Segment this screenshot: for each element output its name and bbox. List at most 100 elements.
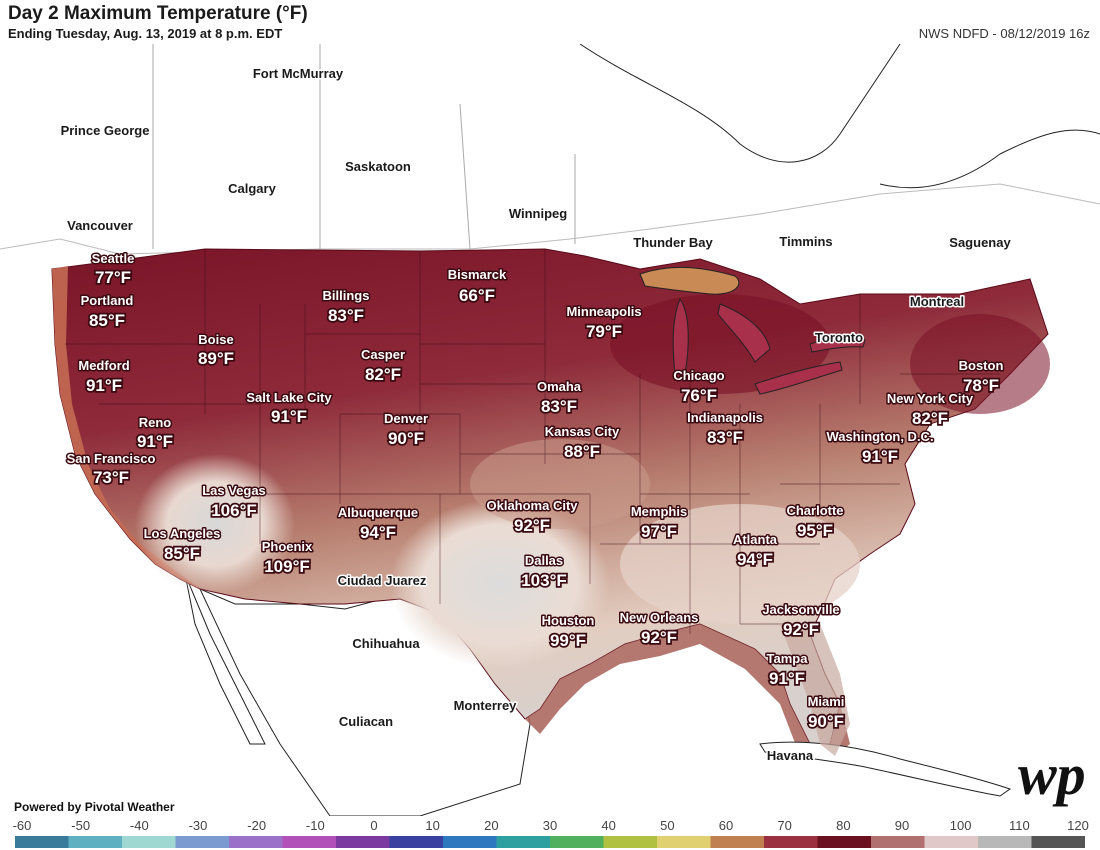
- legend-tick: 90: [894, 818, 910, 833]
- place-label: Ciudad Juarez: [338, 573, 427, 588]
- city-name: Houston: [542, 613, 595, 628]
- city-temp: 89°F: [198, 349, 234, 368]
- legend-tick: 40: [601, 818, 616, 833]
- city-name: Boise: [198, 332, 233, 347]
- city-name: Omaha: [537, 379, 582, 394]
- southwest-heat-zone: [135, 454, 295, 594]
- city-temp: 79°F: [586, 322, 622, 341]
- legend-tick: 0: [370, 818, 378, 833]
- legend-color-swatch: [336, 836, 390, 848]
- temperature-legend: -60 -50 -40 -30 -20 -10 0 10 20 30 40 50 60 70 80 90 100…: [0, 816, 1100, 850]
- city-temp: 106°F: [211, 501, 257, 520]
- baja-peninsula: [184, 573, 266, 745]
- legend-color-swatch: [443, 836, 497, 848]
- city-washington-dc: Washington, D.C. 91°F: [825, 428, 935, 468]
- city-boise: Boise 89°F: [196, 331, 236, 370]
- city-name: Salt Lake City: [246, 390, 332, 405]
- city-name: Portland: [81, 293, 134, 308]
- place-label: Timmins: [779, 234, 832, 249]
- city-medford: Medford 91°F: [77, 357, 131, 397]
- legend-colorbar: [15, 836, 1085, 848]
- place-label: Calgary: [228, 181, 276, 196]
- city-temp: 95°F: [797, 521, 833, 540]
- city-temp: 82°F: [912, 409, 948, 428]
- city-name: Denver: [384, 411, 428, 426]
- city-name: Bismarck: [448, 267, 507, 282]
- city-name: New York City: [887, 391, 974, 406]
- city-name: Jacksonville: [762, 602, 839, 617]
- legend-tick: -20: [247, 818, 267, 833]
- city-albuquerque: Albuquerque 94°F: [336, 504, 419, 544]
- city-temp: 97°F: [641, 522, 677, 541]
- city-temp: 94°F: [360, 523, 396, 542]
- legend-tick: 80: [836, 818, 851, 833]
- city-temp: 92°F: [514, 516, 550, 535]
- city-jacksonville: Jacksonville 92°F: [761, 601, 841, 641]
- legend-color-swatch: [710, 836, 765, 848]
- legend-tick: -40: [129, 818, 149, 833]
- place-label: Prince George: [61, 123, 150, 138]
- city-dallas: Dallas 103°F: [519, 552, 568, 592]
- canada-border-line: [0, 183, 1100, 255]
- lake-michigan: [672, 297, 689, 375]
- city-name: Seattle: [92, 251, 135, 266]
- city-temp: 88°F: [564, 442, 600, 461]
- legend-color-swatch: [1031, 836, 1085, 848]
- city-charlotte: Charlotte 95°F: [785, 502, 845, 542]
- legend-color-swatch: [496, 836, 551, 848]
- place-label: Fort McMurray: [253, 66, 344, 81]
- washington-post-logo: wp: [1016, 742, 1092, 813]
- city-name: Las Vegas: [202, 483, 266, 498]
- place-label: Chihuahua: [352, 636, 420, 651]
- city-bismarck: Bismarck 66°F: [446, 266, 508, 307]
- map-canvas: Fort McMurray Prince George Saskatoon Ca…: [0, 44, 1100, 816]
- place-label: Thunder Bay: [633, 235, 713, 250]
- city-portland: Portland 85°F: [79, 292, 135, 332]
- city-temp: 91°F: [271, 407, 307, 426]
- city-labels: Seattle 77°F Portland 85°F Medford 91°F …: [65, 250, 1005, 733]
- city-memphis: Memphis 97°F: [629, 503, 688, 543]
- map-subtitle: Ending Tuesday, Aug. 13, 2019 at 8 p.m. …: [8, 26, 283, 41]
- place-labels: Fort McMurray Prince George Saskatoon Ca…: [59, 65, 1013, 765]
- legend-tick: 70: [777, 818, 792, 833]
- city-temp: 76°F: [681, 386, 717, 405]
- city-temp: 91°F: [769, 669, 805, 688]
- city-temp: 92°F: [783, 620, 819, 639]
- legend-tick: -30: [188, 818, 208, 833]
- svg-text:wp: wp: [1018, 742, 1086, 807]
- legend-tick: 30: [542, 818, 558, 833]
- legend-color-swatch: [817, 836, 872, 848]
- place-label: Vancouver: [67, 218, 133, 233]
- map-header: Day 2 Maximum Temperature (°F) Ending Tu…: [0, 0, 1100, 44]
- legend-tick: -60: [12, 818, 32, 833]
- city-name: Phoenix: [262, 539, 313, 554]
- legend-tick: 20: [484, 818, 499, 833]
- legend-color-swatch: [229, 836, 283, 848]
- city-name: Medford: [78, 358, 129, 373]
- city-atlanta: Atlanta 94°F: [731, 531, 779, 571]
- lake-ontario: [809, 337, 866, 353]
- lake-superior: [639, 267, 740, 295]
- city-temp: 90°F: [808, 712, 844, 731]
- legend-color-swatch: [68, 836, 123, 848]
- plains-warm-zone: [470, 439, 650, 529]
- legend-color-swatch: [15, 836, 69, 848]
- legend-tick-labels: -60 -50 -40 -30 -20 -10 0 10 20 30 40 50 60 70 80 90 100…: [0, 818, 1100, 834]
- city-temp: 91°F: [137, 432, 173, 451]
- city-name: Charlotte: [786, 503, 843, 518]
- city-temp: 90°F: [388, 429, 424, 448]
- city-temp: 73°F: [93, 468, 129, 487]
- legend-tick: 50: [660, 818, 675, 833]
- city-temp: 85°F: [89, 311, 125, 330]
- city-temp: 91°F: [86, 376, 122, 395]
- city-name: Washington, D.C.: [826, 429, 933, 444]
- city-temp: 83°F: [541, 397, 577, 416]
- legend-tick: 100: [949, 818, 972, 833]
- florida-shape: [780, 624, 850, 756]
- place-label: Culiacan: [339, 714, 393, 729]
- place-label: Havana: [767, 748, 814, 763]
- city-temp: 82°F: [365, 365, 401, 384]
- city-houston: Houston 99°F: [540, 612, 596, 652]
- city-salt-lake-city: Salt Lake City 91°F: [245, 389, 334, 428]
- pacific-coast-band: [52, 266, 200, 589]
